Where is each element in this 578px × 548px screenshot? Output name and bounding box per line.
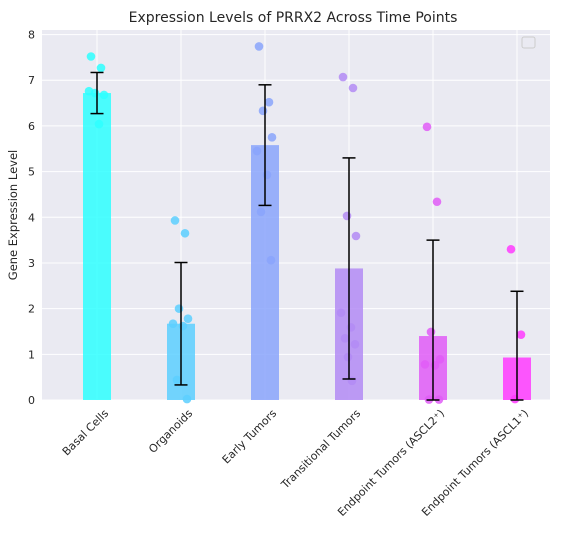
data-point [183,314,193,323]
data-point [256,207,266,217]
data-point [435,355,445,364]
data-point [266,255,276,265]
data-point [262,170,272,180]
data-point [340,334,350,343]
data-point [172,375,182,385]
data-point [254,42,264,51]
data-point [430,360,440,370]
data-point [86,52,96,61]
data-point [338,72,348,82]
data-point [252,146,262,156]
y-tick-label: 1 [28,348,35,361]
data-point [168,319,178,329]
data-point [432,197,442,207]
chart-title: Expression Levels of PRRX2 Across Time P… [129,10,458,26]
bar [83,93,111,400]
data-point [258,106,268,116]
data-point [264,97,274,107]
y-tick-label: 4 [28,211,35,224]
data-point [96,63,106,73]
y-tick-label: 5 [28,166,35,179]
x-tick-label: Basal Cells [60,407,112,459]
data-point [350,339,360,349]
y-axis-label: Gene Expression Level [6,150,20,280]
x-tick-label: Transitional Tumors [278,407,363,492]
data-point [336,308,346,318]
y-tick-label: 7 [28,74,35,87]
data-point [84,86,94,96]
y-tick-labels: 0 1 2 3 4 5 6 7 8 [28,29,35,407]
data-point [351,231,361,241]
data-point [170,216,180,225]
data-point [180,228,190,238]
x-tick-label: Early Tumors [220,407,280,467]
x-tick-label: Organoids [146,407,195,456]
data-point [506,244,516,254]
data-point [510,394,520,404]
data-point [94,119,104,129]
y-tick-label: 8 [28,29,35,42]
data-point [182,394,192,404]
y-tick-label: 0 [28,394,35,407]
error-bars [90,71,524,401]
y-tick-label: 2 [28,303,35,316]
data-point [99,90,109,100]
plot-area [42,30,550,400]
data-point [343,352,353,362]
x-tick-labels: Basal Cells Organoids Early Tumors Transiti… [60,407,531,519]
data-point [426,327,436,337]
data-point [420,360,430,369]
data-point [342,211,352,221]
y-tick-label: 6 [28,120,35,133]
data-point [178,321,188,331]
data-point [348,83,358,93]
y-tick-label: 3 [28,257,35,270]
data-point [346,323,356,332]
data-point [174,304,184,313]
data-point [422,122,432,132]
data-point [516,330,526,339]
legend-box [521,36,536,49]
data-point [267,133,277,142]
